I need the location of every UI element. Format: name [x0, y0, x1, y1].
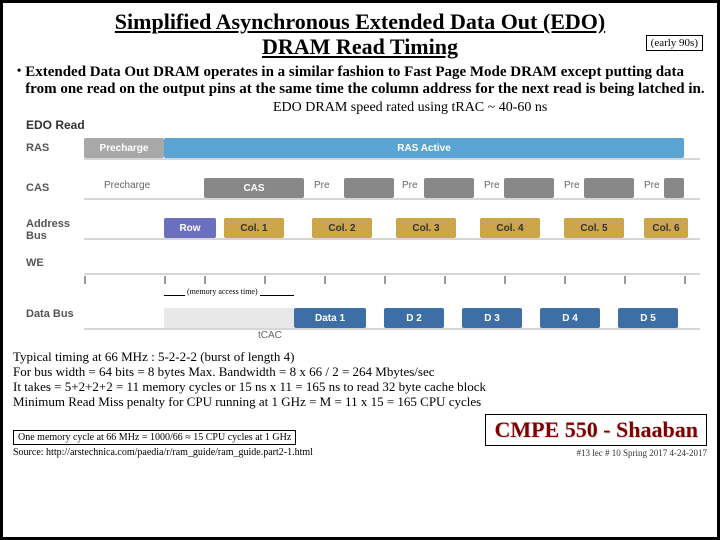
data-seg-4: D 5: [618, 308, 678, 328]
cas-label: CAS: [26, 182, 49, 194]
calc-line-4: Minimum Read Miss penalty for CPU runnin…: [13, 395, 707, 410]
tick-5: [384, 276, 386, 284]
cas-lane: PrechargePrePrePrePrePreCAS: [84, 188, 700, 208]
bullet-text: Extended Data Out DRAM operates in a sim…: [25, 64, 707, 99]
addr-col-0: Col. 1: [224, 218, 284, 238]
axis: [84, 276, 700, 284]
cas-pre-label-1: Pre: [314, 180, 330, 191]
trac-span: [164, 308, 294, 328]
tick-10: [684, 276, 686, 284]
data-seg-3: D 4: [540, 308, 600, 328]
cycle-note: One memory cycle at 66 MHz = 1000/66 ≈ 1…: [13, 430, 296, 445]
tick-2: [204, 276, 206, 284]
data-lane: tRACtCACData 1D 2D 3D 4D 5: [84, 318, 700, 338]
cas-pre-label-2: Pre: [402, 180, 418, 191]
data-seg-2: D 3: [462, 308, 522, 328]
addr-col-2: Col. 3: [396, 218, 456, 238]
bullet-row: • Extended Data Out DRAM operates in a s…: [13, 64, 707, 99]
addr-col-4: Col. 5: [564, 218, 624, 238]
cas-seg-0: CAS: [204, 178, 304, 198]
tick-8: [564, 276, 566, 284]
calc-line-3: It takes = 5+2+2+2 = 11 memory cycles or…: [13, 380, 707, 395]
slide-page: (early 90s) Simplified Asynchronous Exte…: [0, 0, 720, 540]
slide-title: Simplified Asynchronous Extended Data Ou…: [13, 9, 707, 60]
addr-lane: RowCol. 1Col. 2Col. 3Col. 4Col. 5Col. 6: [84, 228, 700, 248]
tick-7: [504, 276, 506, 284]
cas-seg-5: [664, 178, 684, 198]
tick-6: [444, 276, 446, 284]
mem-access-label: (memory access time): [185, 287, 260, 296]
title-line1: Simplified Asynchronous Extended Data Ou…: [115, 9, 605, 34]
data-label: Data Bus: [26, 308, 82, 320]
footer-left: One memory cycle at 66 MHz = 1000/66 ≈ 1…: [13, 430, 313, 458]
cas-seg-4: [584, 178, 634, 198]
addr-col-1: Col. 2: [312, 218, 372, 238]
cas-pre-label-0: Precharge: [104, 180, 150, 191]
diagram-title: EDO Read: [26, 118, 85, 132]
addr-label: Address Bus: [26, 218, 82, 242]
cas-pre-label-5: Pre: [644, 180, 660, 191]
cas-pre-label-3: Pre: [484, 180, 500, 191]
footer-right: CMPE 550 - Shaaban #13 lec # 10 Spring 2…: [485, 414, 707, 458]
cas-seg-3: [504, 178, 554, 198]
calc-block: Typical timing at 66 MHz : 5-2-2-2 (burs…: [13, 350, 707, 410]
addr-col-5: Col. 6: [644, 218, 688, 238]
era-badge: (early 90s): [646, 35, 703, 51]
course-badge: CMPE 550 - Shaaban: [485, 414, 707, 446]
cas-pre-label-4: Pre: [564, 180, 580, 191]
data-seg-1: D 2: [384, 308, 444, 328]
we-label: WE: [26, 257, 44, 269]
tick-1: [164, 276, 166, 284]
source-line: Source: http://arstechnica.com/paedia/r/…: [13, 447, 313, 458]
tick-0: [84, 276, 86, 284]
footer: One memory cycle at 66 MHz = 1000/66 ≈ 1…: [13, 414, 707, 458]
cas-seg-2: [424, 178, 474, 198]
ras-label: RAS: [26, 142, 49, 154]
tcac-label: tCAC: [258, 330, 282, 341]
ras-precharge: Precharge: [84, 138, 164, 158]
calc-line-1: Typical timing at 66 MHz : 5-2-2-2 (burs…: [13, 350, 707, 365]
bullet-marker: •: [13, 64, 25, 99]
slide-meta: #13 lec # 10 Spring 2017 4-24-2017: [485, 448, 707, 458]
tick-9: [624, 276, 626, 284]
ras-lane: PrechargeRAS Active: [84, 148, 700, 168]
data-seg-0: Data 1: [294, 308, 366, 328]
ras-active: RAS Active: [164, 138, 684, 158]
speed-note: EDO DRAM speed rated using tRAC ~ 40-60 …: [273, 100, 707, 116]
tick-4: [324, 276, 326, 284]
calc-line-2: For bus width = 64 bits = 8 bytes Max. B…: [13, 365, 707, 380]
mem-access-arrow: (memory access time): [84, 288, 700, 302]
tick-3: [264, 276, 266, 284]
addr-row: Row: [164, 218, 216, 238]
cas-seg-1: [344, 178, 394, 198]
addr-col-3: Col. 4: [480, 218, 540, 238]
title-line2: DRAM Read Timing: [262, 34, 458, 59]
timing-diagram: EDO Read RAS CAS Address Bus WE Data Bus Prec…: [20, 118, 700, 348]
